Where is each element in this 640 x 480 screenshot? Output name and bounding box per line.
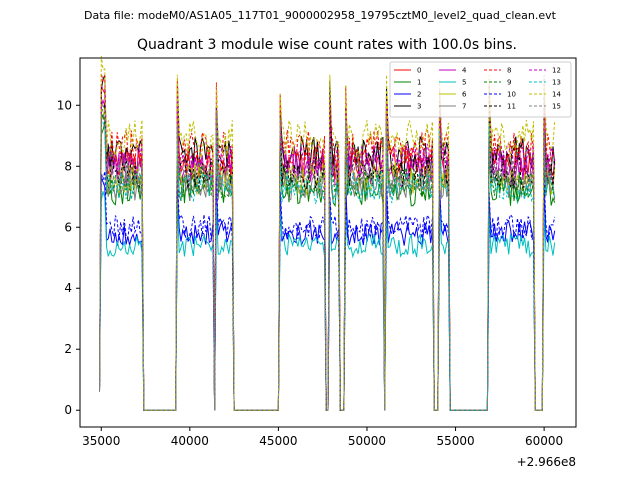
legend-label-4: 4 <box>462 67 467 75</box>
x-tick-label: 45000 <box>259 434 297 448</box>
series-line-15 <box>99 104 556 411</box>
y-tick-label: 4 <box>64 281 72 295</box>
series-line-5 <box>99 191 556 411</box>
x-axis: 35000 40000 45000 50000 55000 60000 <box>82 427 563 448</box>
legend-label-8: 8 <box>507 67 511 75</box>
x-tick-label: 40000 <box>171 434 209 448</box>
series-line-4 <box>99 98 556 411</box>
series-line-9 <box>99 114 556 411</box>
legend-label-14: 14 <box>552 91 561 99</box>
x-tick-label: 35000 <box>82 434 120 448</box>
legend-label-1: 1 <box>417 79 421 87</box>
legend-label-12: 12 <box>552 67 561 75</box>
series-line-10 <box>99 171 556 411</box>
y-tick-label: 8 <box>64 159 72 173</box>
legend-label-13: 13 <box>552 79 561 87</box>
x-tick-label: 60000 <box>525 434 563 448</box>
y-tick-label: 0 <box>64 403 72 417</box>
legend-label-10: 10 <box>507 91 516 99</box>
y-tick-label: 10 <box>57 98 72 112</box>
chart-title: Quadrant 3 module wise count rates with … <box>137 37 517 53</box>
series-line-7 <box>99 113 556 411</box>
plot-area <box>99 55 556 411</box>
x-tick-label: 50000 <box>348 434 386 448</box>
series-line-12 <box>99 84 556 411</box>
series-line-3 <box>99 75 556 411</box>
x-offset-label: +2.966e8 <box>517 455 576 469</box>
legend-label-0: 0 <box>417 67 421 75</box>
series-line-11 <box>99 104 556 411</box>
y-axis: 0 2 4 6 8 10 <box>57 98 80 417</box>
legend-label-7: 7 <box>462 103 466 111</box>
series-line-2 <box>99 177 556 411</box>
legend-label-11: 11 <box>507 103 516 111</box>
y-tick-label: 6 <box>64 220 72 234</box>
axes-frame <box>79 57 577 428</box>
series-line-8 <box>99 73 556 411</box>
legend-label-2: 2 <box>417 91 421 99</box>
x-tick-label: 55000 <box>436 434 474 448</box>
legend-label-3: 3 <box>417 103 421 111</box>
legend-label-5: 5 <box>462 79 466 87</box>
legend-label-9: 9 <box>507 79 511 87</box>
legend-box <box>389 61 572 118</box>
y-tick-label: 2 <box>64 342 72 356</box>
series-line-6 <box>99 106 556 411</box>
legend-label-6: 6 <box>462 91 467 99</box>
series-line-1 <box>99 122 556 411</box>
legend-label-15: 15 <box>552 103 561 111</box>
series-line-0 <box>99 86 556 411</box>
figure-suptitle: Data file: modeM0/AS1A05_117T01_90000029… <box>84 9 557 22</box>
series-line-13 <box>99 121 556 411</box>
